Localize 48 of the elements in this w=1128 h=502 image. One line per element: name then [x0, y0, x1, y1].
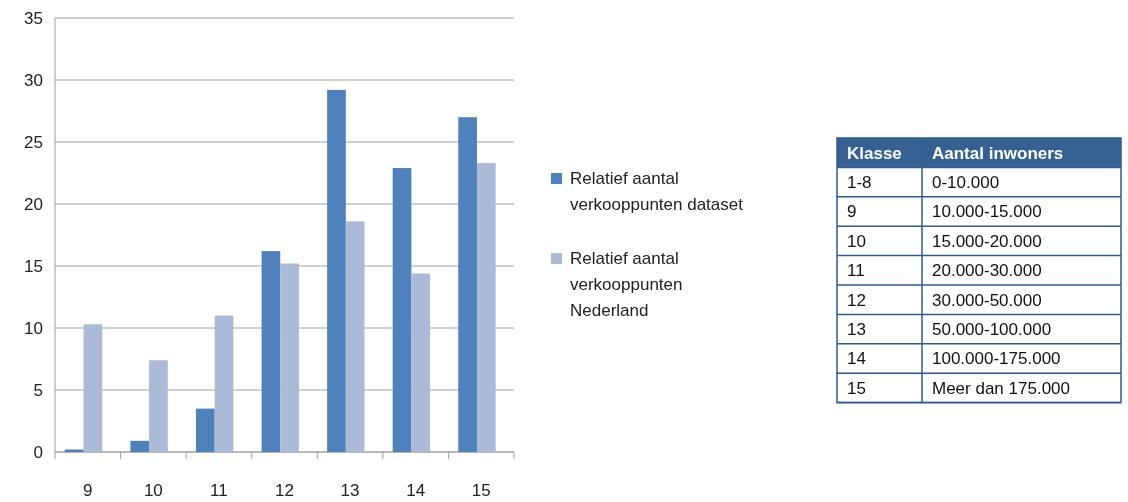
text: 10: [847, 231, 866, 251]
x-tick-label: 11: [210, 481, 228, 500]
text: 0-10.000: [932, 173, 1000, 193]
bar: [411, 273, 431, 452]
x-tick-label: 10: [143, 481, 163, 500]
text: 15.000-20.000: [932, 231, 1042, 251]
bar: [261, 251, 281, 452]
bar: [195, 408, 215, 452]
text: 100.000-175.000: [932, 349, 1061, 369]
y-tick-label: 35: [24, 8, 43, 28]
y-tick-label: 15: [24, 256, 43, 276]
text: 50.000-100.000: [932, 320, 1052, 340]
x-tick-label: 13: [340, 481, 360, 500]
text: 10.000-15.000: [932, 202, 1042, 222]
y-tick-label: 30: [24, 70, 43, 90]
text: 9: [847, 202, 857, 222]
x-tick-label: 15: [471, 481, 491, 500]
text: Meer dan 175.000: [932, 378, 1070, 398]
text: 30.000-50.000: [932, 290, 1042, 310]
bar: [392, 168, 412, 452]
bar: [83, 324, 103, 452]
legend-label: Relatief aantal verkooppunten Nederland: [570, 249, 683, 321]
bar: [130, 440, 150, 452]
x-tick-label: 14: [406, 481, 426, 500]
text: 14: [847, 349, 866, 369]
text: Klasse: [847, 143, 902, 163]
bar: [149, 360, 168, 452]
y-tick-label: 20: [24, 194, 43, 214]
text: 12: [847, 290, 866, 310]
bar: [345, 221, 365, 452]
y-tick-label: 0: [33, 442, 43, 462]
text: 13: [847, 320, 866, 340]
bar: [458, 117, 477, 452]
bar: [327, 89, 346, 452]
bar: [476, 163, 496, 452]
legend-label: Relatief aantal verkooppunten dataset: [570, 169, 744, 215]
text: 20.000-30.000: [932, 261, 1042, 281]
x-tick-label: 12: [275, 481, 294, 500]
text: 15: [847, 378, 866, 398]
y-tick-label: 5: [33, 380, 43, 400]
y-tick-label: 25: [24, 132, 43, 152]
text: 11: [847, 261, 865, 281]
bar: [280, 263, 299, 452]
text: 1-8: [847, 173, 872, 193]
y-tick-label: 10: [24, 318, 43, 338]
text: Aantal inwoners: [932, 143, 1064, 163]
x-tick-label: 9: [83, 481, 93, 500]
bar: [214, 315, 234, 452]
